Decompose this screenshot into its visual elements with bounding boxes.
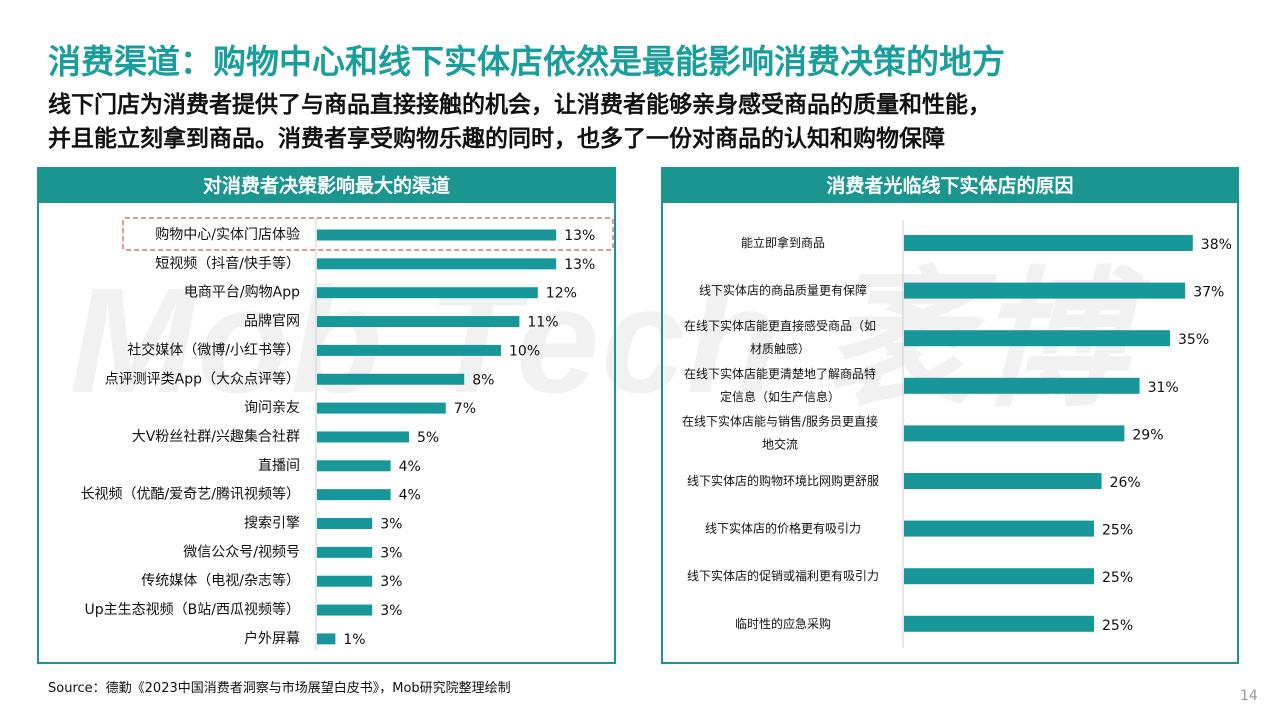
left-bar bbox=[317, 489, 391, 501]
right-value-label: 25% bbox=[1102, 570, 1133, 586]
right-category-label: 在线下实体店能更清楚地了解商品特定信息（如生产信息） bbox=[684, 366, 876, 404]
right-category-label: 临时性的应急采购 bbox=[735, 616, 831, 631]
left-category-label: 大V粉丝社群/兴趣集合社群 bbox=[132, 428, 300, 445]
left-chart-title: 对消费者决策影响最大的渠道 bbox=[39, 169, 614, 203]
left-bar bbox=[317, 518, 373, 529]
left-chart-panel: 对消费者决策影响最大的渠道 bbox=[37, 167, 616, 664]
left-category-label: 直播间 bbox=[258, 457, 300, 474]
right-category-label: 在线下实体店能与销售/服务员更直接地交流 bbox=[682, 413, 878, 451]
left-bar bbox=[317, 229, 557, 241]
left-value-label: 8% bbox=[472, 372, 494, 388]
right-value-label: 25% bbox=[1102, 618, 1133, 634]
right-category-label: 线下实体店的促销或福利更有吸引力 bbox=[687, 568, 879, 583]
right-value-label: 37% bbox=[1193, 285, 1224, 301]
left-value-label: 10% bbox=[509, 343, 540, 359]
left-bar bbox=[317, 287, 538, 299]
right-bar bbox=[904, 425, 1125, 442]
left-bar bbox=[317, 431, 409, 443]
page-number: 14 bbox=[1240, 688, 1258, 704]
right-value-label: 25% bbox=[1102, 523, 1133, 539]
left-category-label: 传统媒体（电视/杂志等） bbox=[141, 572, 300, 589]
left-value-label: 7% bbox=[454, 401, 476, 417]
left-value-label: 4% bbox=[399, 459, 421, 475]
page-title: 消费渠道：购物中心和线下实体店依然是最能影响消费决策的地方 bbox=[48, 42, 1005, 81]
right-value-label: 38% bbox=[1201, 237, 1232, 253]
left-value-label: 3% bbox=[380, 517, 402, 533]
left-value-label: 12% bbox=[546, 286, 577, 302]
left-category-label: 长视频（优酷/爱奇艺/腾讯视频等） bbox=[81, 486, 300, 503]
left-bar bbox=[317, 604, 373, 616]
left-category-label: Up主生态视频（B站/西瓜视频等） bbox=[85, 601, 300, 618]
right-bar bbox=[904, 330, 1170, 347]
left-category-label: 社交媒体（微博/小红书等） bbox=[127, 341, 300, 358]
left-value-label: 5% bbox=[417, 430, 439, 446]
right-value-label: 35% bbox=[1178, 332, 1209, 348]
left-value-label: 3% bbox=[380, 545, 402, 561]
right-category-label: 在线下实体店能更直接感受商品（如材质触感） bbox=[684, 318, 876, 356]
left-bar bbox=[317, 575, 373, 587]
left-value-label: 13% bbox=[564, 228, 595, 244]
left-category-label: 点评测评类App（大众点评等） bbox=[105, 370, 300, 387]
highlight-box bbox=[122, 217, 614, 251]
subtitle-line-2: 并且能立刻拿到商品。消费者享受购物乐趣的同时，也多了一份对商品的认知和购物保障 bbox=[48, 126, 945, 152]
source-note: Source：德勤《2023中国消费者洞察与市场展望白皮书》，Mob研究院整理绘… bbox=[48, 681, 511, 696]
left-value-label: 4% bbox=[399, 488, 421, 504]
left-value-label: 3% bbox=[380, 574, 402, 590]
left-value-label: 13% bbox=[564, 257, 595, 273]
left-category-label: 品牌官网 bbox=[244, 313, 300, 330]
right-bar bbox=[904, 568, 1094, 585]
right-value-label: 31% bbox=[1148, 380, 1179, 396]
left-category-label: 搜索引擎 bbox=[244, 515, 300, 532]
right-category-label: 线下实体店的购物环境比网购更舒服 bbox=[687, 473, 879, 488]
right-value-label: 29% bbox=[1132, 427, 1163, 443]
right-value-label: 26% bbox=[1110, 475, 1141, 491]
left-category-label: 询问亲友 bbox=[244, 400, 300, 416]
subtitle: 线下门店为消费者提供了与商品直接接触的机会，让消费者能够亲身感受商品的质量和性能… bbox=[48, 88, 1268, 156]
left-category-label: 微信公众号/视频号 bbox=[183, 544, 300, 560]
left-bar bbox=[317, 258, 557, 270]
right-category-label: 线下实体店的价格更有吸引力 bbox=[705, 521, 861, 536]
left-value-label: 11% bbox=[527, 315, 558, 331]
left-bar bbox=[317, 373, 465, 385]
left-bar bbox=[317, 316, 520, 328]
left-value-label: 1% bbox=[343, 632, 365, 648]
right-bar bbox=[904, 520, 1094, 537]
left-category-label: 购物中心/实体门店体验 bbox=[155, 227, 300, 243]
left-category-label: 短视频（抖音/快手等） bbox=[155, 255, 300, 272]
right-bar bbox=[904, 377, 1140, 394]
left-bar bbox=[317, 402, 446, 414]
right-chart-title: 消费者光临线下实体店的原因 bbox=[663, 169, 1237, 203]
right-category-label: 能立即拿到商品 bbox=[741, 235, 825, 250]
left-bar bbox=[317, 633, 336, 645]
right-bar bbox=[904, 282, 1186, 299]
right-chart-panel: 消费者光临线下实体店的原因 bbox=[661, 167, 1239, 664]
right-bar bbox=[904, 615, 1094, 632]
right-bar bbox=[904, 473, 1102, 489]
left-bar bbox=[317, 460, 391, 472]
left-category-label: 户外屏幕 bbox=[244, 630, 300, 647]
subtitle-line-1: 线下门店为消费者提供了与商品直接接触的机会，让消费者能够亲身感受商品的质量和性能… bbox=[48, 92, 991, 118]
right-category-label: 线下实体店的商品质量更有保障 bbox=[699, 283, 867, 298]
left-category-label: 电商平台/购物App bbox=[184, 285, 300, 301]
right-bar bbox=[904, 235, 1193, 251]
left-value-label: 3% bbox=[380, 603, 402, 619]
left-bar bbox=[317, 546, 373, 558]
left-bar bbox=[317, 344, 501, 356]
